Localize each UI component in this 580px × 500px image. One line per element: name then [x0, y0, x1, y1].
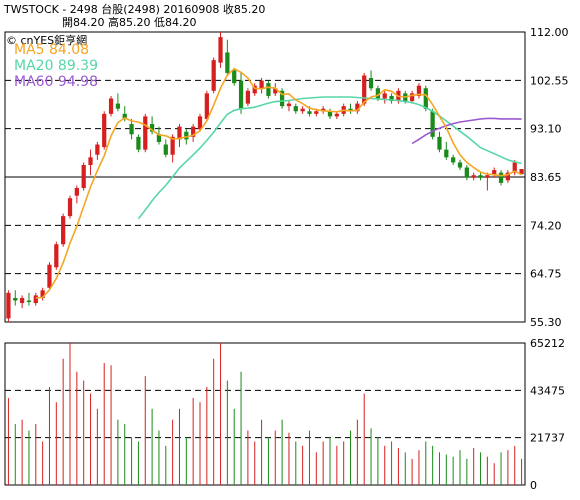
- ma5-label: MA5 84.08: [14, 42, 90, 58]
- candle-body: [375, 88, 381, 99]
- volume-frame: [4, 342, 526, 486]
- candle-body: [40, 290, 45, 298]
- price-tick-label: 64.75: [530, 268, 562, 281]
- candle-body: [122, 113, 127, 119]
- candle-body: [197, 116, 203, 130]
- candle-body: [33, 295, 38, 304]
- ma60-line: [411, 117, 522, 145]
- candle-body: [519, 169, 524, 175]
- candle-body: [245, 90, 251, 104]
- candle-body: [307, 111, 312, 114]
- candle-body: [149, 124, 155, 132]
- volume-tick-label: 0: [530, 479, 537, 492]
- header-line-1: TWSTOCK - 2498 台股(2498) 20160908 收85.20: [4, 3, 266, 16]
- price-tick-label: 55.30: [530, 316, 562, 329]
- candle-body: [13, 297, 18, 301]
- candle-body: [259, 80, 264, 89]
- candle-body: [88, 157, 93, 165]
- ma5-line: [35, 67, 522, 299]
- volume-tick-label: 65212: [530, 337, 565, 350]
- candle-body: [286, 103, 292, 107]
- candle-body: [471, 175, 476, 178]
- candle-body: [293, 106, 298, 112]
- price-tick-label: 74.20: [530, 219, 562, 232]
- candle-body: [327, 111, 333, 117]
- candle-body: [67, 198, 73, 217]
- candle-body: [204, 93, 209, 119]
- candle-body: [444, 149, 449, 158]
- candle-body: [437, 136, 442, 150]
- candle-body: [54, 244, 59, 268]
- candle-body: [211, 60, 216, 91]
- candle-body: [136, 136, 141, 150]
- ma20-line: [137, 96, 522, 220]
- candle-body: [355, 103, 360, 112]
- candle-body: [266, 83, 271, 96]
- candle-body: [19, 297, 25, 304]
- candle-body: [464, 167, 469, 178]
- header-line-2: 開84.20 高85.20 低84.20: [62, 16, 197, 29]
- candle-body: [498, 172, 504, 183]
- candle-body: [47, 264, 52, 288]
- candle-body: [102, 113, 107, 148]
- candle-body: [416, 85, 422, 96]
- candle-body: [232, 70, 237, 84]
- volume-tick-label: 21737: [530, 432, 565, 445]
- candle-body: [423, 88, 428, 109]
- candle-body: [170, 136, 175, 155]
- candle-body: [177, 126, 182, 140]
- candle-body: [273, 88, 278, 94]
- watermark-logo: © cnYES鉅亨網: [6, 34, 88, 47]
- candle-body: [225, 52, 230, 73]
- candle-body: [143, 116, 148, 150]
- ma60-label: MA60 94.98: [14, 74, 98, 90]
- candle-body: [95, 144, 100, 155]
- candle-body: [61, 216, 66, 245]
- price-tick-label: 102.55: [530, 74, 569, 87]
- candle-body: [163, 144, 168, 155]
- candle-body: [382, 93, 387, 99]
- candle-body: [184, 131, 189, 140]
- volume-tick-label: 43475: [530, 384, 565, 397]
- candle-body: [300, 108, 305, 112]
- ma20-label: MA20 89.39: [14, 58, 98, 74]
- candle-body: [218, 37, 223, 63]
- candle-body: [478, 175, 483, 178]
- candle-body: [334, 113, 339, 117]
- candle-body: [389, 95, 394, 102]
- candle-body: [362, 75, 367, 104]
- candle-body: [409, 93, 415, 102]
- candle-body: [451, 157, 456, 163]
- candle-body: [252, 85, 257, 94]
- candle-body: [492, 170, 497, 176]
- price-tick-label: 93.10: [530, 123, 562, 136]
- price-panel: 112.00 102.55 93.10 83.65 74.20 64.75 55.30: [4, 26, 569, 329]
- candle-body: [238, 80, 244, 109]
- candle-body: [115, 103, 121, 109]
- price-tick-label: 112.00: [530, 26, 569, 39]
- candle-body: [485, 175, 490, 178]
- candle-body: [81, 164, 86, 188]
- candle-body: [457, 162, 463, 168]
- candle-body: [191, 126, 196, 137]
- price-tick-label: 83.65: [530, 171, 562, 184]
- candle-body: [279, 90, 285, 107]
- candle-body: [74, 187, 79, 196]
- candle-body: [314, 111, 319, 114]
- candle-body: [512, 162, 517, 173]
- candle-body: [156, 134, 162, 142]
- candle-body: [368, 78, 374, 89]
- candle-body: [6, 292, 11, 319]
- volume-panel: 65212 43475 21737 0: [4, 337, 565, 492]
- candle-body: [129, 124, 134, 135]
- candle-body: [430, 111, 435, 137]
- candle-body: [108, 98, 114, 114]
- candle-body: [505, 172, 511, 181]
- candle-body: [26, 300, 32, 303]
